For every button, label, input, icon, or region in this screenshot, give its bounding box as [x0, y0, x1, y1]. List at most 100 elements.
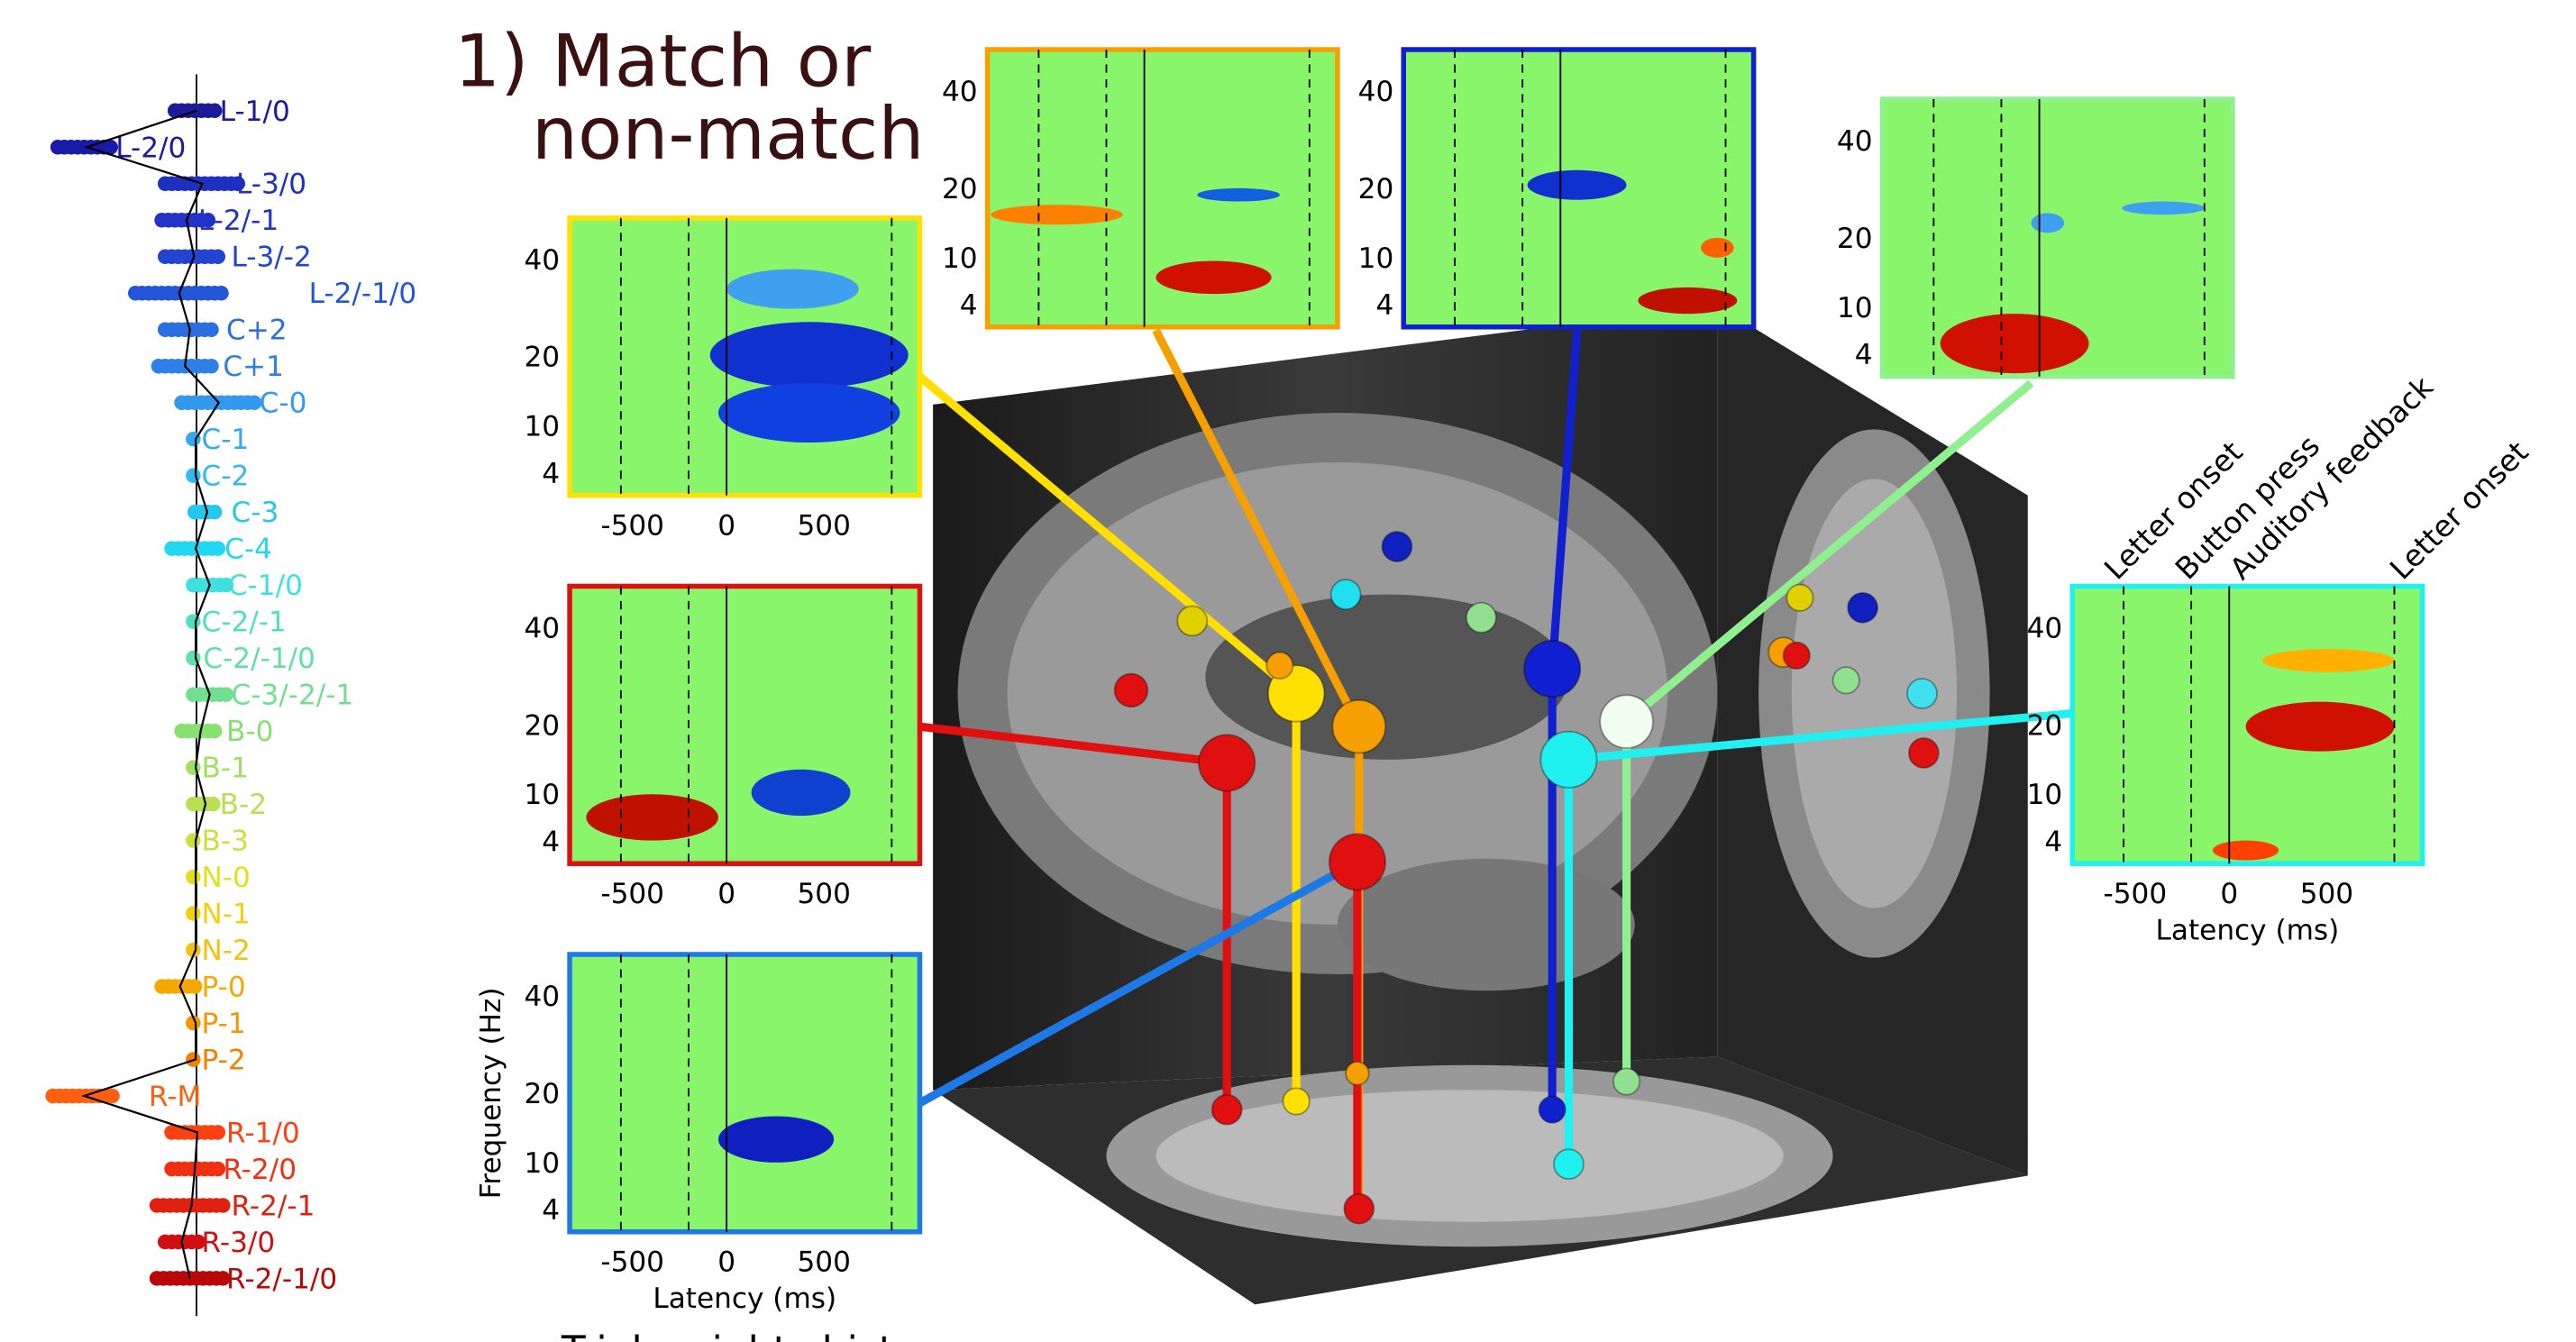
heatmap-blob: [586, 794, 718, 840]
source-sphere: [1907, 679, 1937, 708]
trial-dot: [215, 1198, 230, 1212]
condition-label: C-0: [260, 388, 307, 420]
source-sphere: [1848, 593, 1877, 623]
heatmap-blob: [991, 205, 1123, 224]
trial-dot: [211, 250, 225, 264]
heatmap-blob: [1941, 314, 2089, 373]
heatmap-blob: [718, 1117, 834, 1163]
condition-label: P-1: [202, 1008, 246, 1040]
condition-label: N-2: [202, 935, 251, 967]
source-sphere: [1177, 606, 1207, 635]
trial-dot: [186, 833, 200, 847]
condition-label: C+1: [223, 351, 284, 383]
condition-label: N-1: [202, 899, 251, 931]
x-tick-label: 0: [717, 510, 735, 543]
condition-label: R-3/0: [202, 1227, 276, 1259]
source-sphere: [1329, 834, 1385, 890]
trial-weights: L-1/0L-2/0L-3/0L-2/-1L-3/-2L-2/-1/0C+2C+…: [45, 74, 416, 1316]
trial-dot: [186, 906, 200, 920]
figure: 1) Match or non-match L-1/0L-2/0L-3/0L-2…: [0, 0, 2576, 1342]
x-axis-label: Latency (ms): [653, 1283, 836, 1315]
y-tick-label: 4: [1375, 289, 1393, 322]
source-sphere: [1539, 1097, 1565, 1123]
heatmap: [988, 50, 1338, 327]
y-tick-label: 40: [524, 981, 560, 1013]
condition-label: C-2: [202, 461, 250, 493]
heatmap-blob: [1638, 288, 1737, 314]
source-sphere: [1346, 1062, 1369, 1085]
condition-label: C-1: [202, 424, 250, 456]
trial-dot: [206, 797, 220, 811]
y-tick-label: 40: [1358, 76, 1394, 108]
x-tick-label: 500: [797, 1246, 850, 1279]
y-tick-label: 20: [1358, 173, 1394, 205]
trial-dot: [204, 359, 218, 373]
source-sphere: [1331, 580, 1361, 609]
condition-label: B-1: [202, 753, 249, 785]
x-tick-label: 0: [717, 878, 735, 910]
source-sphere: [1909, 738, 1939, 768]
source-sphere: [1344, 1194, 1374, 1224]
heatmap: [570, 954, 919, 1232]
condition-label: L-3/0: [236, 169, 306, 201]
x-tick-label: 0: [717, 1246, 735, 1279]
heatmap-blob: [726, 269, 859, 309]
heatmap-blob: [1701, 238, 1734, 258]
source-sphere: [1833, 667, 1859, 693]
trial-dot: [207, 724, 222, 738]
condition-label: B-2: [220, 789, 267, 821]
y-tick-label: 10: [524, 1147, 560, 1180]
trial-dot: [204, 322, 218, 336]
trial-dot: [211, 541, 225, 555]
heatmap-blob: [2262, 649, 2395, 672]
trial-dot: [186, 468, 200, 482]
source-sphere: [1212, 1095, 1242, 1125]
condition-label: N-0: [202, 862, 251, 894]
condition-label: R-1/0: [226, 1117, 300, 1149]
heatmap-blob: [2031, 213, 2064, 233]
condition-label: C-3/-2/-1: [231, 680, 353, 712]
condition-label: B-3: [202, 826, 249, 858]
condition-label: C-4: [224, 534, 272, 566]
condition-label: L-2/-1/0: [309, 278, 417, 310]
heatmap-blob: [710, 322, 909, 388]
y-tick-label: 4: [2044, 826, 2062, 859]
condition-label: C-2/-1: [202, 607, 287, 639]
x-tick-label: -500: [600, 878, 664, 910]
condition-label: L-3/-2: [231, 242, 311, 274]
source-sphere: [1784, 643, 1810, 669]
y-tick-label: 10: [1837, 292, 1873, 324]
source-sphere: [1199, 735, 1255, 790]
y-axis-label: Frequency (Hz): [475, 988, 507, 1200]
y-tick-label: 40: [2027, 613, 2063, 645]
y-tick-label: 20: [524, 1078, 560, 1110]
condition-label: L-1/0: [220, 96, 290, 128]
x-tick-label: -500: [2104, 878, 2168, 910]
y-tick-label: 4: [542, 458, 560, 490]
condition-label: C-2/-1/0: [203, 643, 315, 675]
heatmap-blob: [1197, 188, 1280, 202]
source-sphere: [1466, 603, 1496, 633]
x-tick-label: 0: [2220, 878, 2238, 910]
y-tick-label: 10: [524, 411, 560, 443]
y-tick-label: 40: [524, 613, 560, 645]
condition-label: L-2/-1: [198, 205, 279, 237]
heatmap-blob: [2213, 841, 2279, 861]
y-tick-label: 4: [542, 826, 560, 859]
x-tick-label: 500: [2300, 878, 2353, 910]
y-tick-label: 4: [1855, 339, 1873, 371]
y-tick-label: 40: [1837, 125, 1873, 158]
x-tick-label: -500: [600, 1246, 664, 1279]
condition-label: R-2/-1/0: [226, 1263, 337, 1295]
y-tick-label: 4: [960, 289, 978, 322]
source-sphere: [1382, 532, 1411, 561]
source-sphere: [1283, 1088, 1310, 1114]
y-tick-label: 20: [2027, 709, 2063, 742]
condition-label: C-3: [231, 497, 279, 529]
heatmap-blob: [1156, 261, 1271, 295]
x-tick-label: -500: [600, 510, 664, 543]
y-tick-label: 10: [1358, 242, 1394, 275]
source-sphere: [1540, 732, 1596, 788]
trial-dot: [187, 979, 202, 993]
y-tick-label: 10: [2027, 779, 2063, 811]
